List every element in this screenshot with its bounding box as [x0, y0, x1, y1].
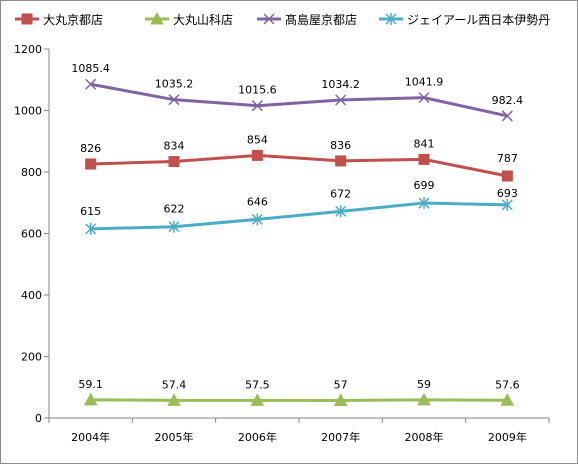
data-label: 57 [334, 378, 348, 391]
data-point [333, 393, 348, 406]
series-line [90, 153, 508, 178]
legend-item: ジェイアール西日本伊勢丹 [379, 12, 550, 27]
series-layer: 826 834 854 836 841 787 59.1 57.4 57.5 57 59 57.6 10… [71, 62, 524, 406]
data-point [335, 94, 347, 106]
data-label: 699 [414, 179, 435, 192]
x-tick-label: 2008年 [405, 430, 444, 444]
data-label: 57.4 [162, 378, 187, 391]
data-point [418, 153, 430, 165]
data-label: 1034.2 [321, 78, 360, 91]
data-label: 622 [164, 203, 185, 216]
data-label: 787 [497, 152, 518, 165]
series-line [90, 201, 508, 231]
data-point [500, 393, 515, 406]
data-label: 59.1 [78, 378, 103, 391]
data-label: 59 [417, 378, 431, 391]
legend-item: 大丸山科店 [145, 11, 233, 27]
y-axis: 0 200 400 600 800 1000 1200 [14, 43, 50, 425]
data-point [501, 198, 513, 211]
data-point [85, 78, 97, 90]
series-line [90, 82, 508, 118]
legend-item: 大丸京都店 [15, 13, 103, 27]
data-point [167, 393, 181, 406]
legend-item: 髙島屋京都店 [257, 12, 357, 27]
y-tick-label: 400 [21, 289, 42, 302]
data-point [250, 393, 265, 406]
data-label: 854 [247, 133, 268, 146]
y-tick-label: 800 [21, 166, 42, 179]
series-2: 59.1 57.4 57.5 57 59 57.6 [78, 378, 520, 406]
data-label: 646 [247, 195, 268, 208]
legend-label: 髙島屋京都店 [285, 12, 357, 27]
data-point [168, 220, 180, 233]
y-tick-label: 200 [21, 351, 42, 364]
series-4: 615 622 646 672 699 693 [80, 179, 518, 235]
data-point [335, 205, 347, 218]
data-label: 57.6 [495, 378, 520, 391]
series-1: 826 834 854 836 841 787 [80, 133, 518, 182]
x-tick-label: 2005年 [155, 430, 194, 444]
series-line [90, 398, 508, 402]
y-tick-label: 1200 [14, 43, 42, 56]
data-label: 57.5 [245, 378, 270, 391]
legend: 大丸京都店 大丸山科店 髙島屋京都店 ジェイアール西日本伊勢丹 [15, 11, 550, 27]
y-tick-label: 0 [35, 412, 42, 425]
legend-marker [150, 11, 164, 25]
data-label: 1085.4 [71, 62, 110, 75]
data-label: 834 [164, 140, 185, 153]
legend-label: 大丸山科店 [173, 13, 233, 27]
y-tick-label: 1000 [14, 105, 42, 118]
series-3: 1085.4 1035.2 1015.6 1034.2 1041.9 982.4 [71, 62, 524, 122]
data-label: 982.4 [492, 94, 524, 107]
x-axis: 2004年 2005年 2006年 2007年 2008年 2009年 [48, 417, 550, 444]
legend-marker [263, 13, 275, 25]
data-point [85, 222, 97, 235]
legend-marker [21, 13, 33, 25]
data-point [85, 158, 97, 170]
data-point [168, 156, 180, 168]
legend-label: 大丸京都店 [43, 13, 103, 27]
data-label: 693 [497, 187, 518, 200]
data-point [251, 213, 263, 226]
data-point [251, 149, 263, 161]
x-tick-label: 2009年 [488, 430, 527, 444]
data-label: 672 [330, 187, 351, 200]
data-point [251, 100, 263, 112]
data-label: 1035.2 [155, 78, 194, 91]
data-point [418, 197, 430, 210]
x-tick-label: 2004年 [71, 430, 110, 444]
data-point [83, 392, 98, 406]
y-tick-label: 600 [21, 228, 42, 241]
x-tick-label: 2007年 [321, 430, 360, 444]
data-label: 841 [414, 137, 435, 150]
data-label: 836 [330, 139, 351, 152]
data-label: 1041.9 [405, 76, 444, 89]
data-label: 615 [80, 205, 101, 218]
x-tick-label: 2006年 [238, 430, 277, 444]
data-point [335, 155, 347, 167]
data-label: 1015.6 [238, 84, 277, 97]
data-point [417, 392, 431, 406]
data-point [418, 92, 430, 104]
data-point [501, 170, 513, 182]
data-point [168, 94, 180, 106]
data-label: 826 [80, 142, 101, 155]
legend-label: ジェイアール西日本伊勢丹 [407, 12, 550, 27]
legend-marker [385, 13, 397, 25]
data-point [501, 110, 513, 122]
